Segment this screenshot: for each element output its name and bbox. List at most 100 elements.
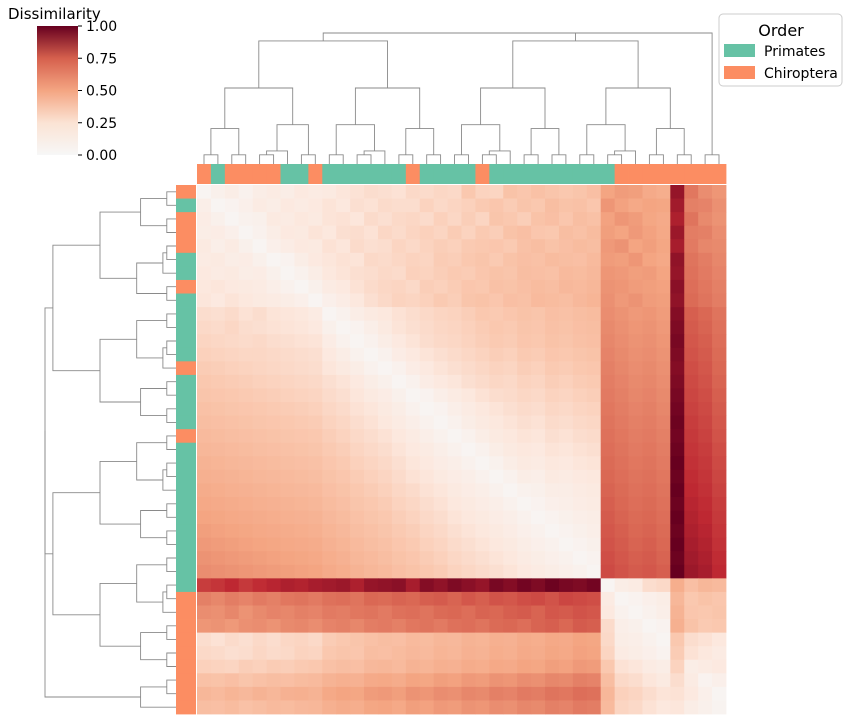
heatmap-cell bbox=[712, 198, 727, 213]
heatmap-cell bbox=[698, 388, 713, 403]
heatmap-cell bbox=[405, 456, 421, 471]
heatmap-cell bbox=[377, 442, 393, 457]
heatmap-cell bbox=[642, 591, 657, 606]
heatmap-cell bbox=[405, 524, 421, 539]
row-order-cell bbox=[176, 388, 196, 403]
heatmap-cell bbox=[558, 673, 574, 688]
heatmap-cell bbox=[447, 483, 462, 498]
heatmap-cell bbox=[252, 320, 267, 335]
heatmap-cell bbox=[558, 510, 574, 525]
heatmap-cell bbox=[475, 225, 490, 240]
heatmap-cell bbox=[280, 361, 295, 376]
heatmap-cell bbox=[684, 347, 699, 362]
heatmap-cell bbox=[224, 673, 240, 688]
heatmap-cell bbox=[197, 388, 212, 403]
heatmap-cell bbox=[280, 347, 295, 362]
heatmap-cell bbox=[531, 402, 546, 416]
heatmap-cell bbox=[489, 266, 504, 281]
heatmap-cell bbox=[224, 334, 240, 349]
heatmap-cell bbox=[586, 659, 602, 674]
heatmap-cell bbox=[405, 429, 421, 444]
heatmap-cell bbox=[545, 686, 560, 701]
heatmap-cell bbox=[280, 605, 295, 620]
heatmap-cell bbox=[280, 388, 295, 403]
heatmap-cell bbox=[461, 307, 476, 322]
heatmap-cell bbox=[350, 198, 365, 213]
heatmap-cell bbox=[238, 605, 254, 620]
row-order-cell bbox=[176, 185, 196, 199]
heatmap-cell bbox=[600, 361, 616, 376]
heatmap-cell bbox=[308, 469, 323, 484]
heatmap-cell bbox=[350, 402, 365, 416]
row-dendrogram-link bbox=[166, 381, 176, 396]
heatmap-cell bbox=[656, 198, 671, 213]
heatmap-cell bbox=[350, 185, 365, 199]
heatmap-cell bbox=[322, 537, 337, 552]
heatmap-cell bbox=[586, 252, 602, 267]
heatmap-cell bbox=[197, 456, 212, 471]
heatmap-cell bbox=[656, 402, 671, 416]
heatmap-cell bbox=[531, 578, 546, 593]
heatmap-cell bbox=[419, 578, 435, 593]
heatmap-cell bbox=[572, 496, 588, 511]
heatmap-cell bbox=[336, 225, 351, 240]
heatmap-cell bbox=[280, 185, 295, 199]
heatmap-cell bbox=[558, 483, 574, 498]
heatmap-cell bbox=[670, 402, 685, 416]
heatmap-cell bbox=[670, 686, 685, 701]
heatmap-cell bbox=[322, 510, 337, 525]
heatmap-cell bbox=[698, 632, 713, 647]
heatmap-cell bbox=[475, 252, 490, 267]
heatmap-cell bbox=[558, 225, 574, 240]
heatmap-cell bbox=[419, 646, 435, 661]
heatmap-cell bbox=[531, 429, 546, 444]
heatmap-cell bbox=[628, 700, 643, 715]
heatmap-cell bbox=[238, 320, 254, 335]
heatmap-cell bbox=[475, 578, 490, 593]
heatmap-cell bbox=[628, 483, 643, 498]
heatmap-cell bbox=[252, 239, 267, 254]
heatmap-cell bbox=[503, 266, 518, 281]
heatmap-cell bbox=[642, 212, 657, 227]
heatmap-cell bbox=[308, 347, 323, 362]
heatmap-cell bbox=[489, 429, 504, 444]
heatmap-cell bbox=[531, 198, 546, 213]
row-order-cell bbox=[176, 510, 196, 525]
heatmap-cell bbox=[712, 537, 727, 552]
heatmap-cell bbox=[670, 266, 685, 281]
heatmap-cell bbox=[336, 320, 351, 335]
column-dendrogram-link bbox=[512, 40, 639, 88]
heatmap-cell bbox=[294, 605, 309, 620]
heatmap-cell bbox=[322, 320, 337, 335]
heatmap-cell bbox=[642, 252, 657, 267]
heatmap-cell bbox=[433, 578, 448, 593]
heatmap-cell bbox=[419, 334, 435, 349]
row-dendrogram-link bbox=[99, 460, 141, 525]
heatmap-cell bbox=[377, 388, 393, 403]
heatmap-cell bbox=[336, 564, 351, 579]
heatmap-cell bbox=[266, 307, 281, 322]
heatmap-cell bbox=[614, 198, 629, 213]
heatmap-cell bbox=[572, 293, 588, 308]
heatmap-cell bbox=[712, 347, 727, 362]
heatmap-cell bbox=[545, 700, 560, 715]
heatmap-cell bbox=[197, 496, 212, 511]
heatmap-cell bbox=[294, 524, 309, 539]
heatmap-cell bbox=[447, 632, 462, 647]
heatmap-cell bbox=[684, 442, 699, 457]
heatmap-cell bbox=[656, 700, 671, 715]
column-dendrogram-link bbox=[586, 124, 626, 155]
row-order-cell bbox=[176, 619, 196, 634]
heatmap-cell bbox=[558, 388, 574, 403]
heatmap-cell bbox=[266, 266, 281, 281]
heatmap-cell bbox=[712, 483, 727, 498]
heatmap-cell bbox=[489, 442, 504, 457]
heatmap-cell bbox=[405, 361, 421, 376]
heatmap-cell bbox=[377, 591, 393, 606]
heatmap-cell bbox=[252, 361, 267, 376]
heatmap-cell bbox=[377, 279, 393, 294]
heatmap-cell bbox=[433, 564, 448, 579]
heatmap-cell bbox=[586, 619, 602, 634]
heatmap-cell bbox=[419, 564, 435, 579]
heatmap-cell bbox=[475, 591, 490, 606]
